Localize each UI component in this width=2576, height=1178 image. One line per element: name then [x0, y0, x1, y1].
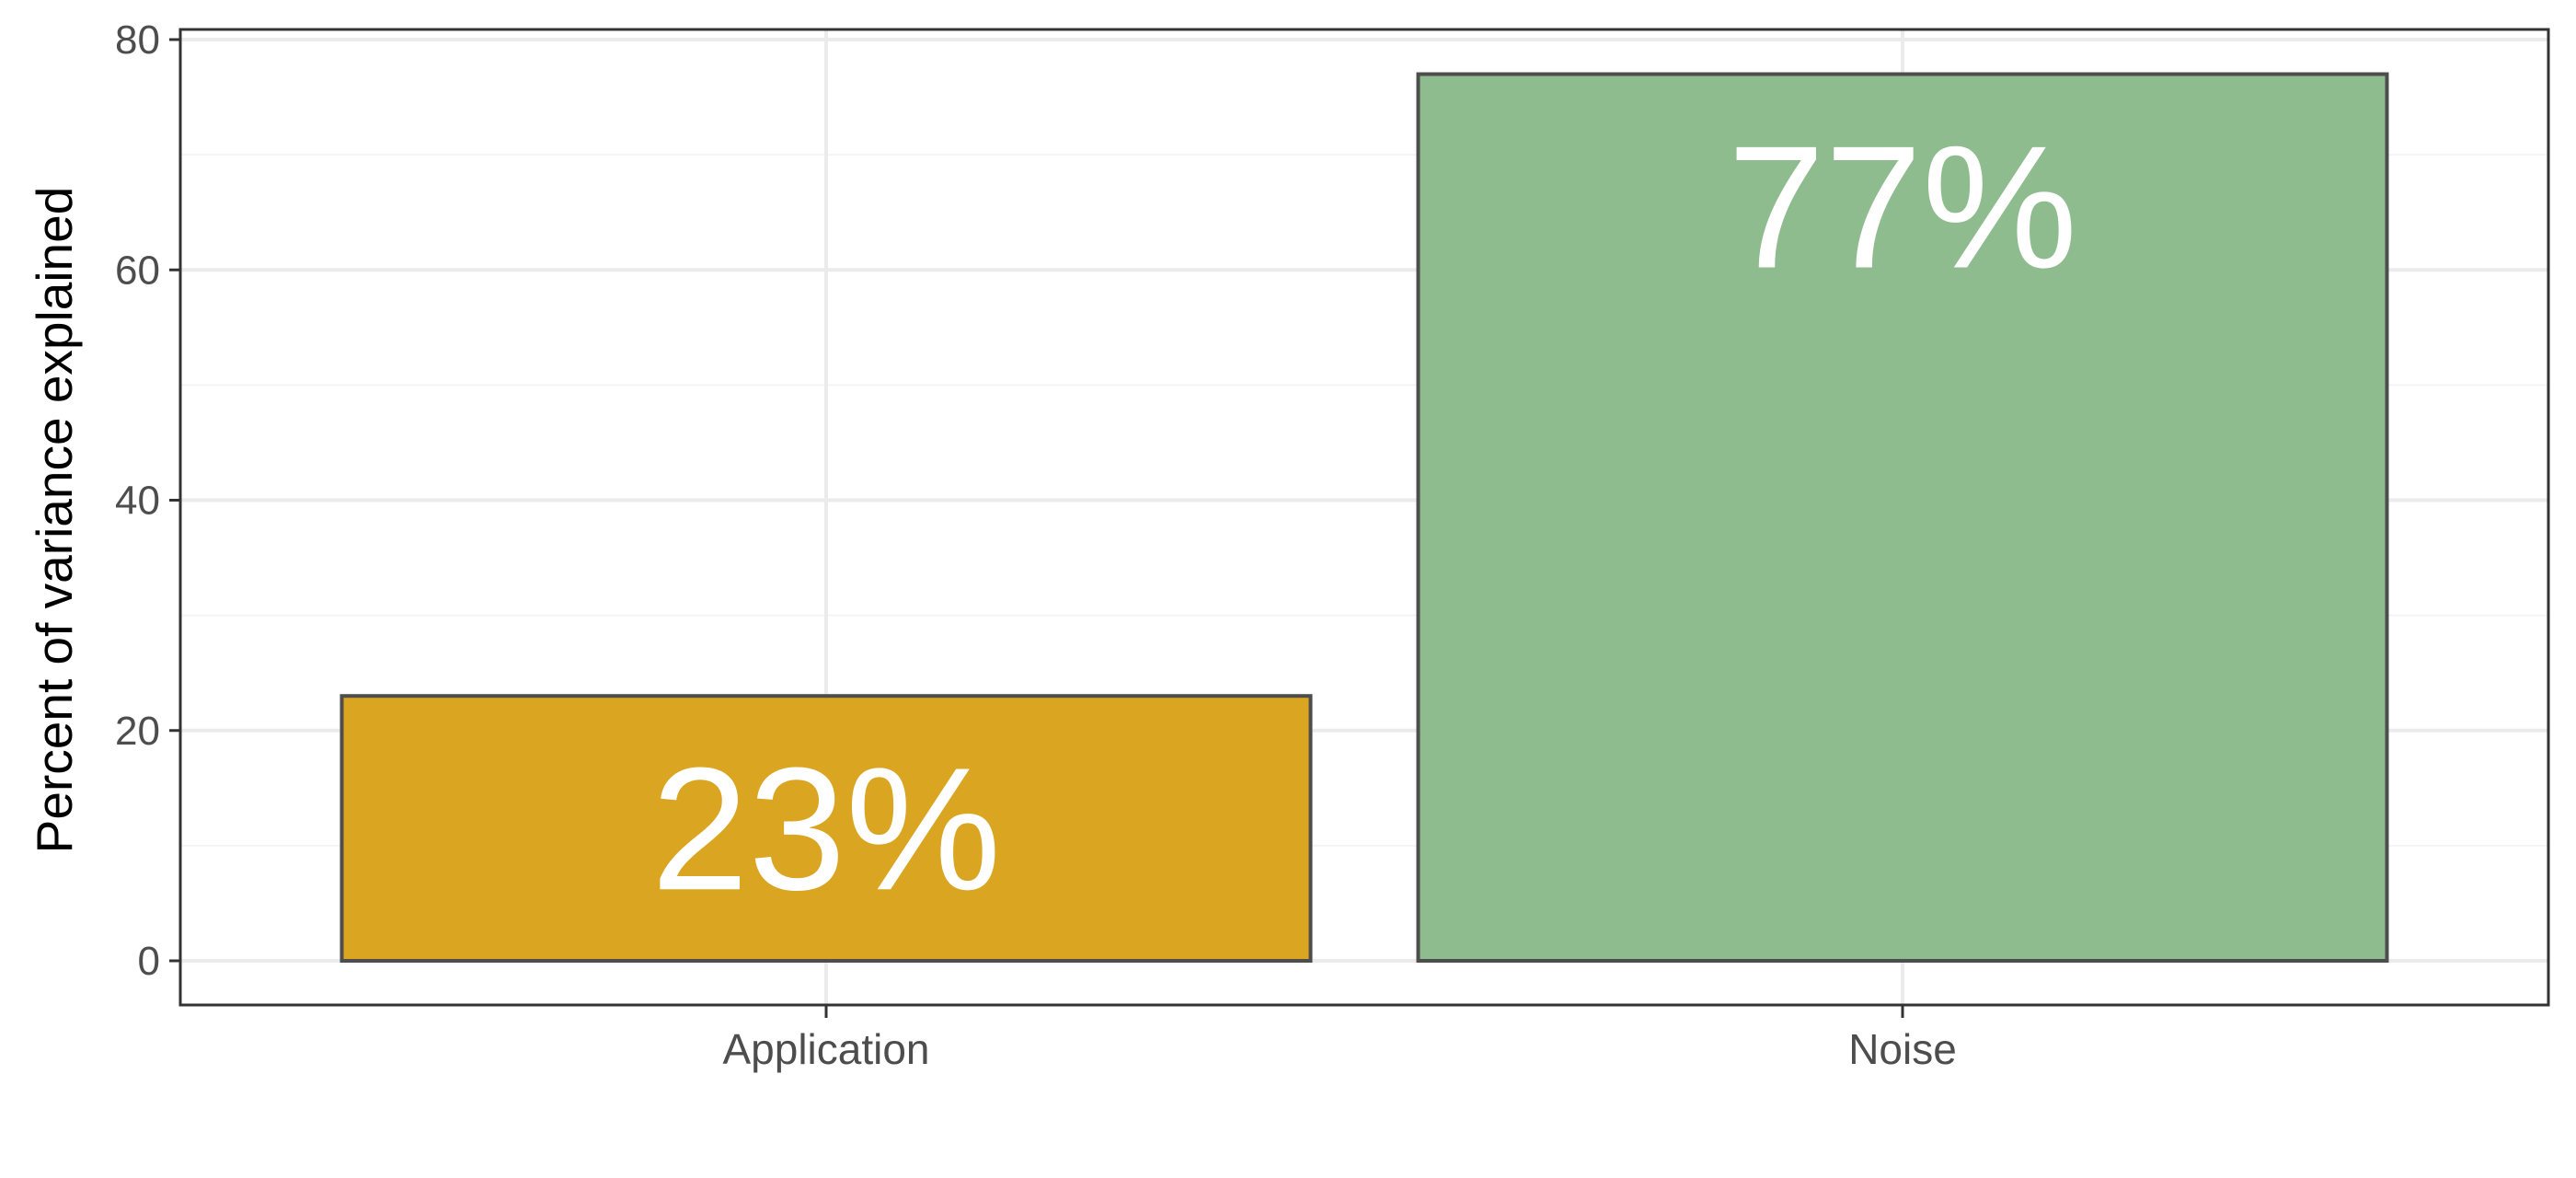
y-tick-label: 20	[115, 709, 160, 754]
x-tick-label-application: Application	[722, 1025, 929, 1073]
axis-layer: 0 20 40 60 80 Application Noise	[115, 17, 2550, 1073]
y-tick-label: 80	[115, 17, 160, 63]
bar-layer	[339, 72, 2389, 964]
y-tick-label: 0	[138, 939, 160, 984]
y-tick-label: 60	[115, 248, 160, 293]
data-label-application: 23%	[651, 732, 1001, 927]
y-axis-title: Percent of variance explained	[26, 187, 83, 854]
panel-border	[178, 28, 2550, 1007]
x-tick-label-noise: Noise	[1848, 1025, 1957, 1073]
data-label-layer: 23% 77%	[651, 110, 2077, 928]
data-label-noise: 77%	[1728, 110, 2077, 306]
bar-application	[339, 694, 1313, 964]
bar-noise	[1416, 72, 2389, 964]
y-tick-label: 40	[115, 479, 160, 524]
